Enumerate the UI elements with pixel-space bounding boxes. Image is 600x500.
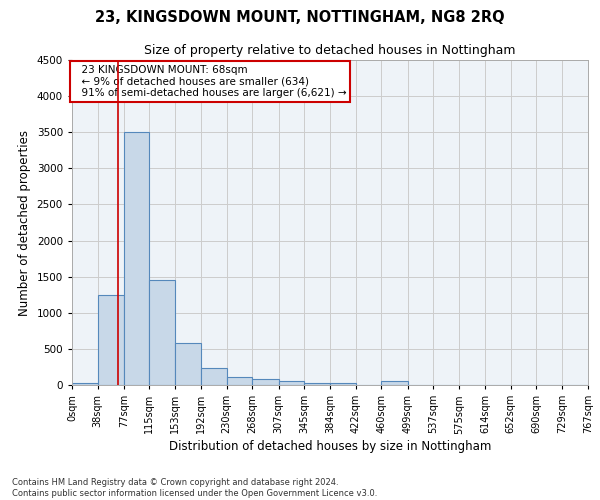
Bar bbox=[382, 380, 408, 385]
Y-axis label: Number of detached properties: Number of detached properties bbox=[18, 130, 31, 316]
Bar bbox=[331, 383, 356, 385]
Bar bbox=[124, 132, 149, 385]
Bar bbox=[175, 344, 201, 385]
Title: Size of property relative to detached houses in Nottingham: Size of property relative to detached ho… bbox=[144, 44, 516, 58]
Bar bbox=[252, 379, 278, 385]
Bar bbox=[278, 381, 304, 385]
X-axis label: Distribution of detached houses by size in Nottingham: Distribution of detached houses by size … bbox=[169, 440, 491, 454]
Text: Contains HM Land Registry data © Crown copyright and database right 2024.
Contai: Contains HM Land Registry data © Crown c… bbox=[12, 478, 377, 498]
Bar bbox=[98, 294, 124, 385]
Bar bbox=[149, 280, 175, 385]
Bar bbox=[72, 383, 98, 385]
Text: 23 KINGSDOWN MOUNT: 68sqm
  ← 9% of detached houses are smaller (634)
  91% of s: 23 KINGSDOWN MOUNT: 68sqm ← 9% of detach… bbox=[74, 65, 346, 98]
Text: 23, KINGSDOWN MOUNT, NOTTINGHAM, NG8 2RQ: 23, KINGSDOWN MOUNT, NOTTINGHAM, NG8 2RQ bbox=[95, 10, 505, 25]
Bar bbox=[227, 377, 252, 385]
Bar bbox=[304, 383, 331, 385]
Bar bbox=[201, 368, 227, 385]
